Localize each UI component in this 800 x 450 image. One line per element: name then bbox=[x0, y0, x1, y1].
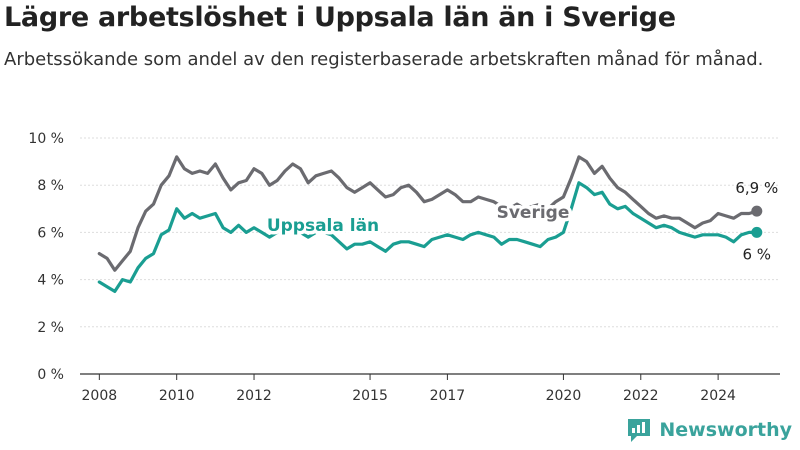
brand-name: Newsworthy bbox=[659, 419, 792, 441]
newsworthy-logo-icon bbox=[628, 419, 651, 442]
y-tick-label: 8 % bbox=[37, 178, 64, 194]
brand-logo: Newsworthy bbox=[625, 416, 792, 444]
gridlines bbox=[80, 137, 780, 375]
series-lines bbox=[97, 155, 763, 293]
series-name-sverige: Sverige bbox=[497, 203, 570, 223]
x-tick-label: 2020 bbox=[546, 388, 582, 404]
series-line-sverige bbox=[97, 155, 759, 272]
x-tick-label: 2017 bbox=[430, 388, 466, 404]
y-tick-label: 4 % bbox=[37, 273, 64, 289]
series-end-value-label: 6 % bbox=[743, 245, 772, 263]
x-tick-label: 2012 bbox=[236, 388, 272, 404]
series-name-uppsala-lan-halo: Uppsala län bbox=[267, 216, 379, 236]
y-tick-label: 10 % bbox=[28, 131, 64, 147]
x-tick-label: 2010 bbox=[159, 388, 195, 404]
series-end-value-label: 6,9 % bbox=[735, 179, 778, 197]
y-tick-label: 6 % bbox=[37, 225, 64, 241]
series-line-uppsala-lan bbox=[97, 181, 759, 293]
series-end-point bbox=[751, 226, 763, 238]
series-end-point bbox=[751, 205, 763, 217]
chart-subtitle: Arbetssökande som andel av den registerb… bbox=[4, 49, 764, 70]
y-tick-label: 2 % bbox=[37, 320, 64, 336]
x-tick-label: 2015 bbox=[352, 388, 388, 404]
x-axis-tick-labels: 2008 2010 2012 2015 2017 2020 2022 2024 bbox=[82, 374, 736, 404]
y-axis-tick-labels: 0 % 2 % 4 % 6 % 8 % 10 % bbox=[28, 131, 64, 383]
x-tick-label: 2024 bbox=[700, 388, 736, 404]
series-name-uppsala-lan: Uppsala län bbox=[267, 216, 379, 236]
y-tick-label: 0 % bbox=[37, 367, 64, 383]
chart-title: Lägre arbetslöshet i Uppsala län än i Sv… bbox=[4, 2, 676, 33]
series-name-sverige-halo: Sverige bbox=[497, 203, 570, 223]
x-tick-label: 2008 bbox=[82, 388, 118, 404]
x-tick-label: 2022 bbox=[623, 388, 659, 404]
